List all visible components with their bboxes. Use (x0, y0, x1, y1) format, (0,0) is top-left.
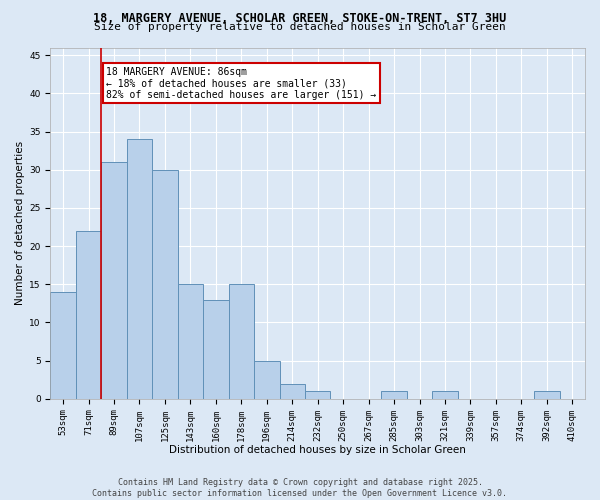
Bar (229, 284, 254, 399)
Bar (305, 391, 331, 399)
Bar (280, 384, 305, 399)
Text: Size of property relative to detached houses in Scholar Green: Size of property relative to detached ho… (94, 22, 506, 32)
Bar (178, 284, 203, 399)
Bar (254, 360, 280, 399)
Bar (101, 162, 127, 399)
Text: Contains HM Land Registry data © Crown copyright and database right 2025.
Contai: Contains HM Land Registry data © Crown c… (92, 478, 508, 498)
Bar (152, 170, 178, 399)
X-axis label: Distribution of detached houses by size in Scholar Green: Distribution of detached houses by size … (169, 445, 466, 455)
Y-axis label: Number of detached properties: Number of detached properties (15, 141, 25, 305)
Bar (127, 139, 152, 399)
Bar (382, 391, 407, 399)
Bar (432, 391, 458, 399)
Bar (50, 292, 76, 399)
Bar (203, 300, 229, 399)
Text: 18, MARGERY AVENUE, SCHOLAR GREEN, STOKE-ON-TRENT, ST7 3HU: 18, MARGERY AVENUE, SCHOLAR GREEN, STOKE… (94, 12, 506, 26)
Text: 18 MARGERY AVENUE: 86sqm
← 18% of detached houses are smaller (33)
82% of semi-d: 18 MARGERY AVENUE: 86sqm ← 18% of detach… (106, 66, 377, 100)
Bar (534, 391, 560, 399)
Bar (76, 231, 101, 399)
